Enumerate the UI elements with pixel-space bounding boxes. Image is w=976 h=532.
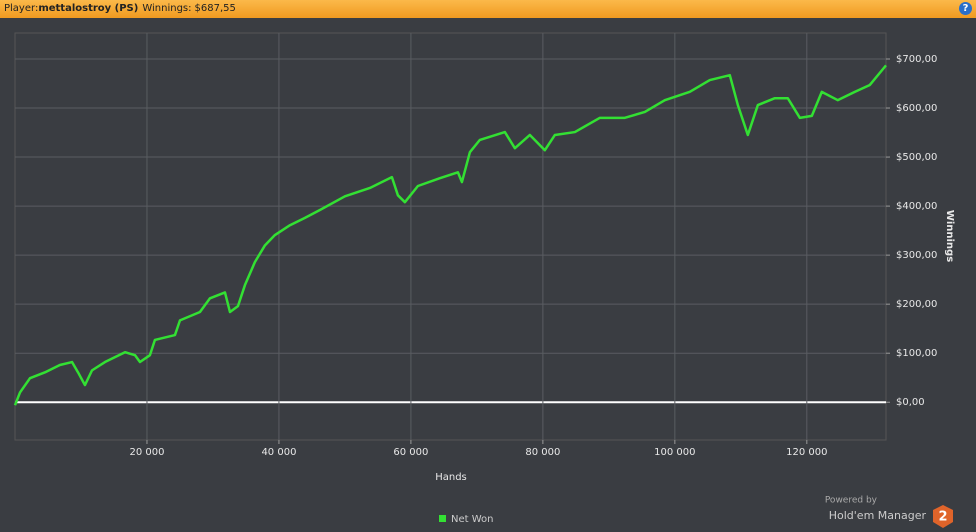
logo [933,505,953,528]
powered-by: Powered by [825,496,878,506]
x-tick-label: 120 000 [786,447,827,458]
y-axis-title: Winnings [944,210,955,262]
chart: Hands Winnings Powered by Hold'em Manage… [13,32,955,528]
plot-area [14,32,887,441]
legend-swatch [439,515,446,522]
winnings: $687,55 [194,3,236,14]
x-tick-label: 80 000 [525,447,560,458]
x-tick-label: 100 000 [654,447,695,458]
y-tick-label: $200,00 [896,299,937,310]
logo-text: 2 [938,510,947,525]
x-tick-label: 60 000 [393,447,428,458]
y-tick-label: $600,00 [896,103,937,114]
winnings-label: Winnings: [142,3,192,14]
player-label: Player: [4,3,39,14]
y-tick-label: $0,00 [896,397,925,408]
x-tick-label: 20 000 [129,447,164,458]
product-name: Hold'em Manager [829,509,927,522]
line [13,64,887,406]
x-tick-label: 40 000 [261,447,296,458]
player: mettalostroy (PS) [38,3,139,14]
legend-label: Net Won [451,514,494,525]
y-tick-label: $400,00 [896,201,937,212]
y-tick-label: $700,00 [896,54,937,65]
x-axis-title: Hands [435,472,467,483]
y-tick-label: $500,00 [896,152,937,163]
help-button[interactable]: ? [959,2,972,15]
header-bar: Player:mettalostroy (PS) Winnings: $687,55… [0,0,976,18]
y-tick-label: $100,00 [896,348,937,359]
y-tick-label: $300,00 [896,250,937,261]
